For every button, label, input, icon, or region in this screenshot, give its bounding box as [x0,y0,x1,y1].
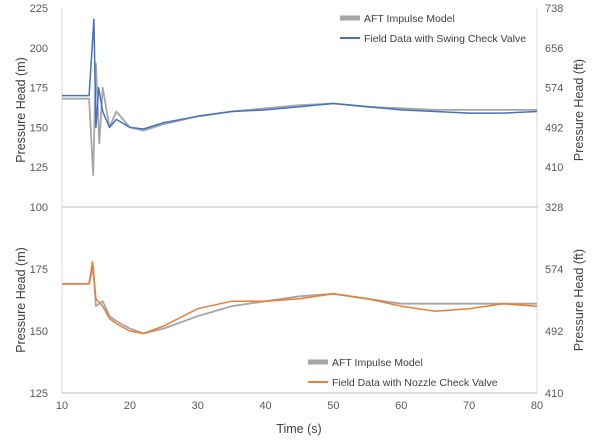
x-tick-label: 60 [395,400,407,412]
x-tick-label: 10 [56,400,68,412]
x-tick-label: 70 [463,400,475,412]
legend-layer: AFT Impulse Model Field Data with Swing C… [308,13,526,389]
y2-tick-label: 410 [545,388,563,400]
y-tick-label: 200 [30,43,48,55]
y-tick-label: 175 [30,264,48,276]
legend-label: AFT Impulse Model [364,13,455,25]
x-tick-label: 20 [124,400,136,412]
y-tick-label: 125 [30,162,48,174]
legend-label: AFT Impulse Model [332,357,423,369]
series-line [62,18,538,130]
y2-tick-label: 492 [545,122,563,134]
legend-label: Field Data with Swing Check Valve [364,33,526,45]
series-line [62,260,538,335]
y2-tick-label: 574 [545,264,563,276]
y2-tick-label: 738 [545,3,563,15]
x-tick-label: 80 [531,400,543,412]
bottom-y2-axis-title: Pressure Head (ft) [572,249,586,351]
ticks-layer: 100 328 125 410 150 492 175 574 200 656 225 738 125 4… [30,3,564,412]
x-tick-label: 50 [327,400,339,412]
top-y2-axis-title: Pressure Head (ft) [572,59,586,161]
bottom-y-axis-title: Pressure Head (m) [14,247,28,353]
series-line [62,62,537,177]
y2-tick-label: 410 [545,162,563,174]
legend-label: Field Data with Nozzle Check Valve [332,377,498,389]
top-y-axis-title: Pressure Head (m) [14,57,28,163]
x-tick-label: 30 [192,400,204,412]
y-tick-label: 225 [30,3,48,15]
y2-tick-label: 492 [545,326,563,338]
y2-tick-label: 656 [545,43,563,55]
y-tick-label: 150 [30,122,48,134]
y-tick-label: 175 [30,83,48,95]
y-tick-label: 100 [30,202,48,214]
x-tick-label: 40 [259,400,271,412]
x-axis-title: Time (s) [276,422,321,436]
y2-tick-label: 328 [545,202,563,214]
series-layer [62,18,538,335]
y2-tick-label: 574 [545,83,563,95]
y-tick-label: 150 [30,326,48,338]
series-line [62,265,537,335]
y-tick-label: 125 [30,388,48,400]
